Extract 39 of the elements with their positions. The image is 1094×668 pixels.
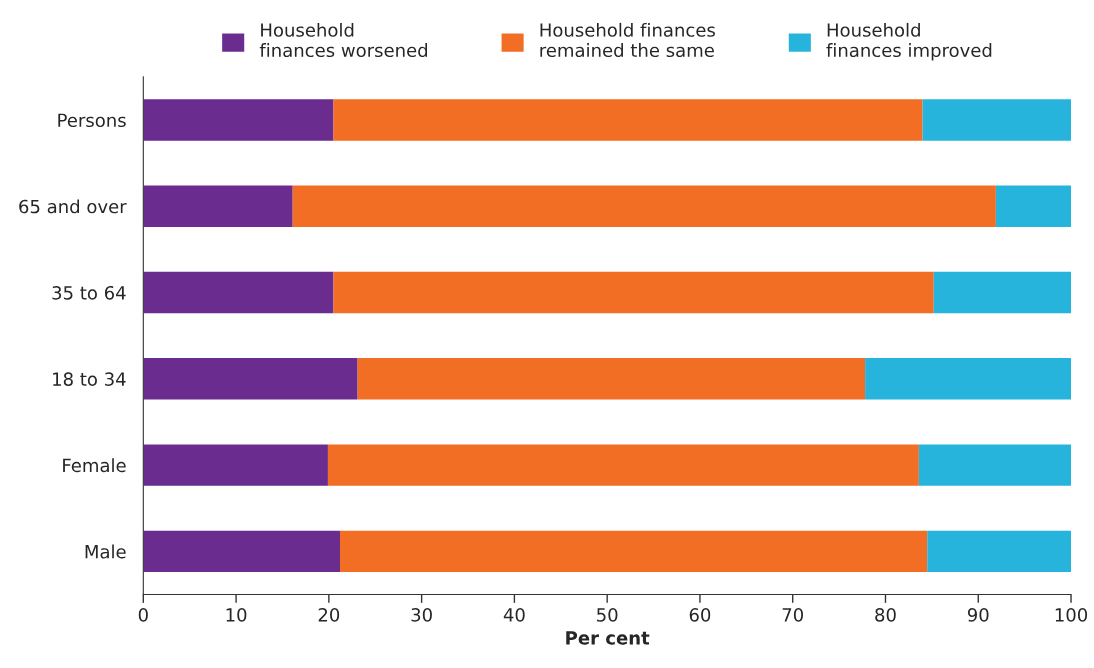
x-tick-label: 60 [689,608,711,622]
x-tick-label: 10 [226,608,247,622]
bar [927,530,1072,573]
x-tick-label: 40 [503,608,525,622]
x-tick-label: 70 [782,608,803,622]
bar [922,99,1072,141]
bar [333,271,934,314]
legend-label: Household finances remained the same [540,22,715,58]
bar [339,530,928,573]
bar [357,358,866,400]
y-tick-label: Persons [58,113,126,128]
y-tick-label: Female [63,458,126,473]
x-tick-label: 20 [318,608,340,622]
y-tick-label: 65 and over [19,199,127,214]
bar [143,444,328,486]
x-tick-label: 90 [967,608,989,622]
y-tick-label: 18 to 34 [53,372,126,386]
legend-label: Household finances worsened [259,22,428,58]
x-tick-label: 80 [875,608,896,622]
bar [933,271,1072,314]
bar [143,271,334,314]
x-tick-label: 0 [138,608,148,622]
bar [143,185,293,227]
legend-label: Household finances improved [826,22,992,61]
x-tick-label: 50 [597,608,618,622]
y-tick-label: 35 to 64 [52,285,126,300]
bar [143,358,358,400]
bar [995,185,1072,227]
x-axis-title: Per cent [566,631,650,645]
x-tick-label: 30 [411,608,432,622]
bar [865,358,1072,400]
bar [327,444,919,486]
bar [143,99,334,141]
bar [918,444,1072,486]
bar [143,530,340,573]
bar [333,99,923,141]
y-tick-label: Male [85,544,126,559]
x-tick-label: 100 [1055,608,1088,622]
bar [292,185,996,227]
